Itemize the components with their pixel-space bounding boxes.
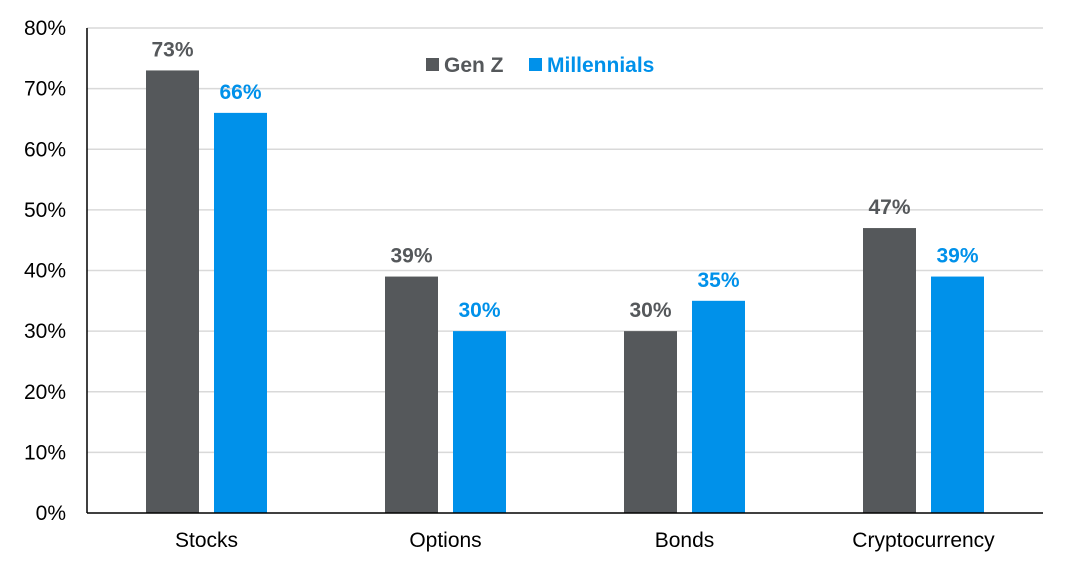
category-label-options: Options xyxy=(409,529,481,552)
data-label-gen-z-options: 39% xyxy=(390,245,432,268)
bar-millennials-options xyxy=(453,331,506,513)
data-label-millennials-options: 30% xyxy=(458,299,500,322)
category-labels: Stocks Options Bonds Cryptocurrency xyxy=(175,529,995,552)
legend: Gen Z Millennials xyxy=(426,54,654,77)
category-label-stocks: Stocks xyxy=(175,529,238,552)
data-label-gen-z-stocks: 73% xyxy=(151,38,193,61)
y-tick-label: 50% xyxy=(24,199,66,222)
data-label-millennials-bonds: 35% xyxy=(697,269,739,292)
y-axis-tick-labels: 0% 10% 20% 30% 40% 50% 60% 70% 80% xyxy=(24,17,66,525)
bar-millennials-bonds xyxy=(692,300,745,513)
y-tick-label: 10% xyxy=(24,441,66,464)
axes xyxy=(86,28,1043,514)
bar-gen-z-bonds xyxy=(624,331,677,513)
legend-swatch-millennials xyxy=(529,58,542,71)
bar-millennials-stocks xyxy=(214,112,267,513)
legend-label-millennials: Millennials xyxy=(547,54,654,77)
bar-gen-z-cryptocurrency xyxy=(863,228,916,513)
y-tick-label: 70% xyxy=(24,78,66,101)
y-tick-label: 40% xyxy=(24,260,66,283)
bar-gen-z-options xyxy=(385,276,438,513)
bar-gen-z-stocks xyxy=(146,70,199,513)
data-label-gen-z-cryptocurrency: 47% xyxy=(868,196,910,219)
data-labels: 73% 66% 39% 30% 30% 35% 47% 39% xyxy=(151,38,978,322)
y-tick-label: 20% xyxy=(24,381,66,404)
bar-millennials-cryptocurrency xyxy=(931,276,984,513)
legend-swatch-gen-z xyxy=(426,58,439,71)
data-label-millennials-cryptocurrency: 39% xyxy=(936,245,978,268)
category-label-bonds: Bonds xyxy=(655,529,715,552)
data-label-millennials-stocks: 66% xyxy=(219,81,261,104)
y-tick-label: 30% xyxy=(24,320,66,343)
category-label-cryptocurrency: Cryptocurrency xyxy=(852,529,995,552)
y-tick-label: 80% xyxy=(24,17,66,40)
data-label-gen-z-bonds: 30% xyxy=(629,299,671,322)
y-tick-label: 60% xyxy=(24,138,66,161)
legend-label-gen-z: Gen Z xyxy=(444,54,504,77)
y-tick-label: 0% xyxy=(36,502,66,525)
bars xyxy=(146,70,984,513)
